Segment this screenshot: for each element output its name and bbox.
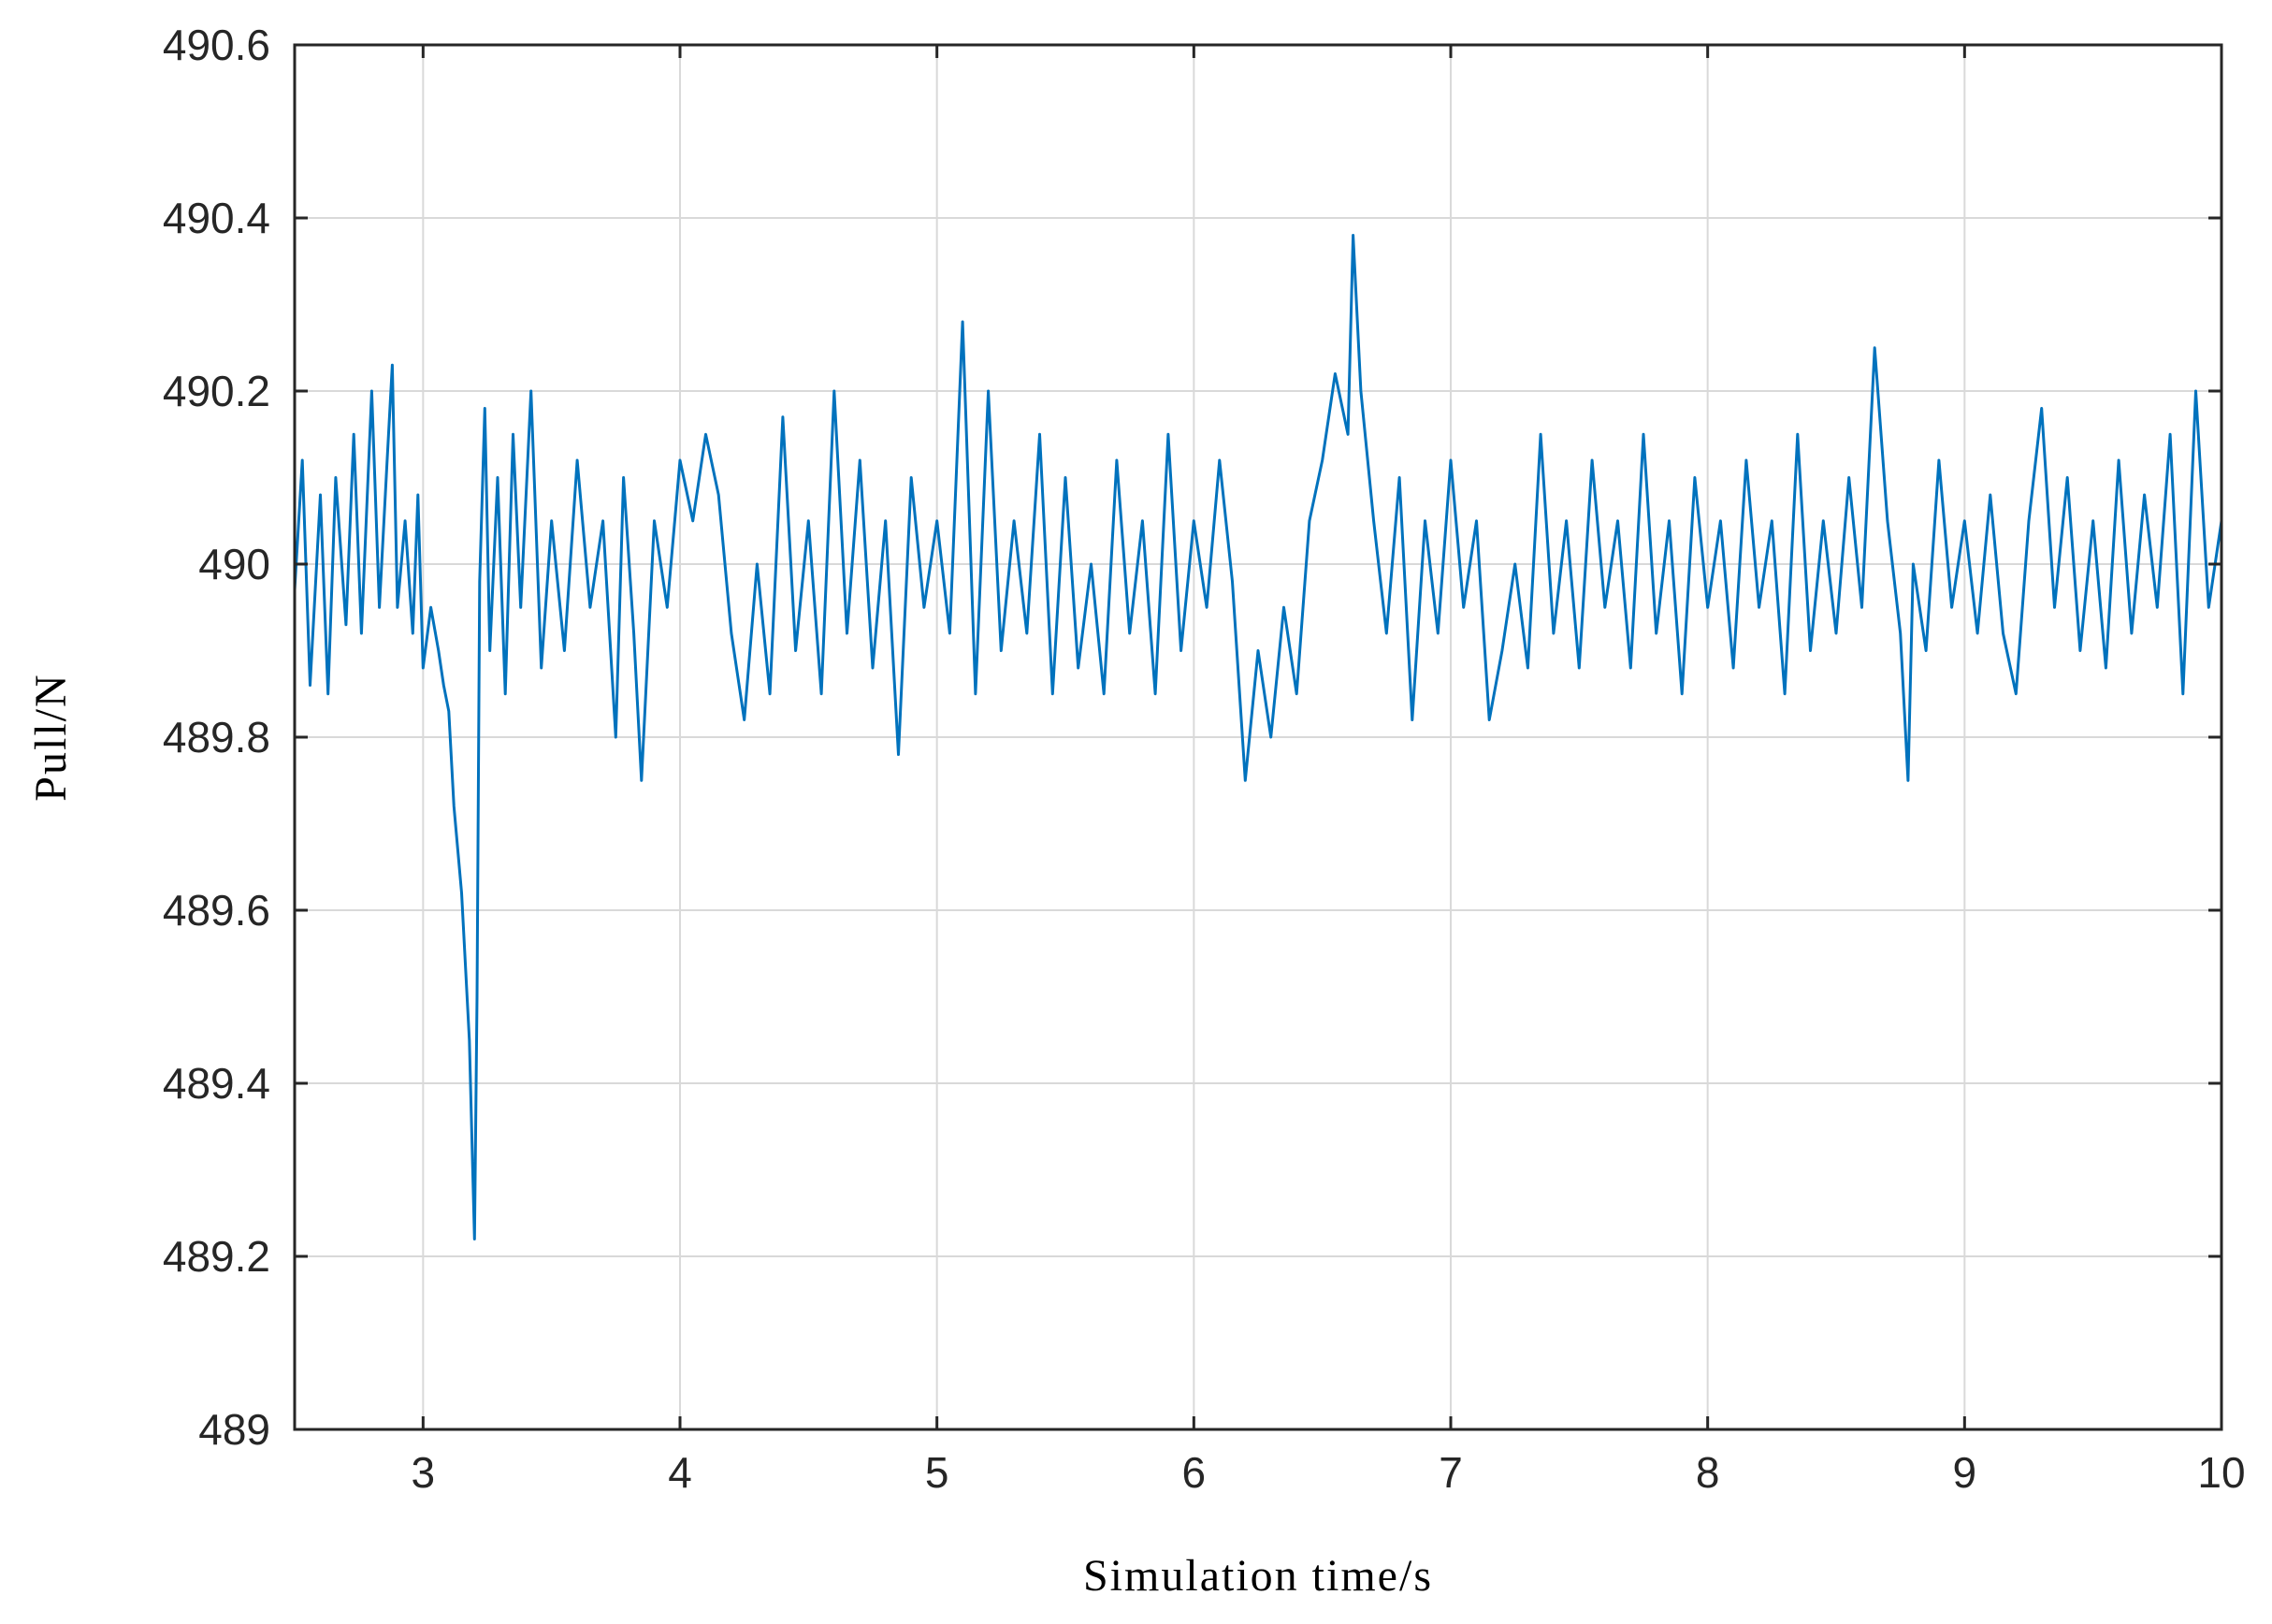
axis-ticks: 3 4 5 6 7 8 9 10 489 489.2 489.4 489.6 489.8 490 490.2… (163, 21, 2246, 1497)
y-tick-label: 490 (198, 540, 270, 588)
grid-lines (295, 44, 2222, 1430)
x-tick-label: 8 (1696, 1448, 1720, 1497)
x-tick-label: 3 (412, 1448, 436, 1497)
y-tick-label: 489.2 (163, 1232, 270, 1281)
x-tick-label: 6 (1182, 1448, 1207, 1497)
y-tick-label: 489.6 (163, 886, 270, 935)
series-layer (293, 234, 2223, 1240)
y-tick-label: 490.6 (163, 21, 270, 69)
x-tick-label: 5 (925, 1448, 949, 1497)
x-tick-label: 7 (1439, 1448, 1463, 1497)
y-tick-label: 490.4 (163, 194, 270, 242)
y-tick-label: 489.8 (163, 713, 270, 761)
y-axis-title: Pull/N (26, 673, 76, 801)
y-tick-label: 489 (198, 1405, 270, 1454)
x-tick-label: 4 (668, 1448, 692, 1497)
y-tick-label: 490.2 (163, 367, 270, 415)
x-axis-title: Simulation time/s (1083, 1551, 1433, 1601)
y-tick-label: 489.4 (163, 1059, 270, 1108)
x-tick-label: 9 (1953, 1448, 1977, 1497)
x-tick-label: 10 (2197, 1448, 2245, 1497)
series-line (293, 234, 2223, 1240)
